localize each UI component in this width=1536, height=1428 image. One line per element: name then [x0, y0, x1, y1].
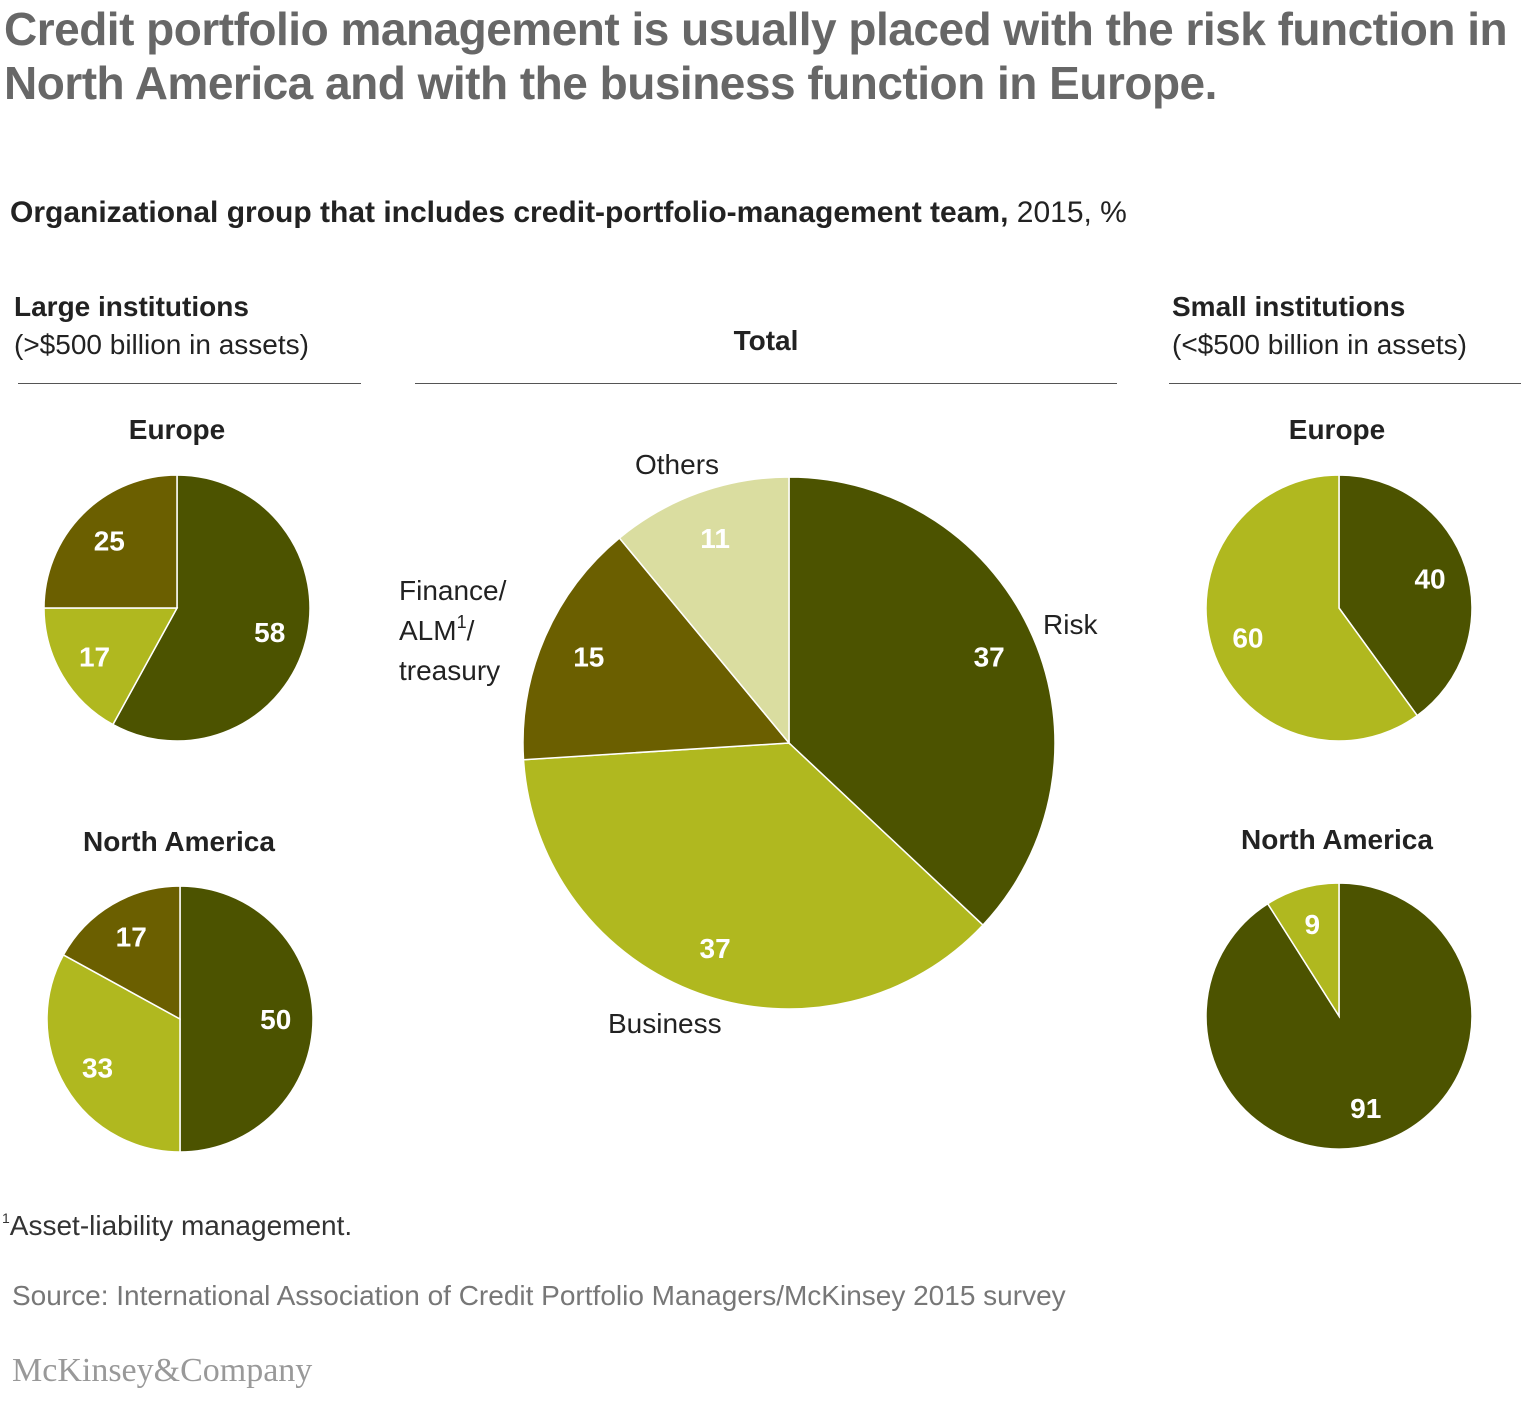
- pie-title-large-europe: Europe: [128, 414, 226, 445]
- data-label: 60: [1232, 623, 1263, 654]
- small-group-header: Small institutions (<$500 billion in ass…: [1172, 288, 1467, 364]
- mckinsey-logo: McKinsey&Company: [12, 1352, 313, 1389]
- label-finance-3: treasury: [399, 655, 500, 686]
- chart-subtitle: Organizational group that includes credi…: [10, 196, 1127, 230]
- data-label: 11: [700, 523, 730, 554]
- pie-0: 37 37 15 11: [522, 476, 1056, 1010]
- pie-slice-business: [46, 953, 181, 1153]
- data-label: 37: [974, 641, 1005, 672]
- subtitle-units: 2015, %: [1008, 196, 1127, 229]
- data-label: 33: [82, 1053, 113, 1084]
- data-label: 15: [573, 641, 604, 672]
- pie-slice-risk: [1338, 474, 1473, 717]
- subtitle-bold: Organizational group that includes credi…: [10, 196, 1009, 229]
- footnote: 1Asset-liability management.: [2, 1210, 352, 1242]
- large-group-header: Large institutions (>$500 billion in ass…: [14, 288, 309, 364]
- large-note: (>$500 billion in assets): [14, 329, 309, 360]
- pie-slice-risk: [788, 476, 1056, 927]
- divider: [18, 383, 361, 384]
- pie-slice-business: [522, 742, 984, 1010]
- chart-title: Credit portfolio management is usually p…: [4, 3, 1508, 109]
- data-label: 17: [116, 922, 147, 953]
- label-finance-1: Finance/: [399, 575, 507, 606]
- pie-title-small-europe: Europe: [1288, 414, 1386, 445]
- pie-slice-business: [1266, 882, 1340, 1019]
- pie-title-large-north-america: North America: [83, 826, 275, 857]
- data-label: 40: [1414, 563, 1445, 594]
- data-label: 91: [1350, 1093, 1381, 1124]
- label-others: Others: [635, 449, 719, 480]
- label-finance-alm: ALM: [399, 615, 457, 646]
- source: Source: International Association of Cre…: [12, 1280, 1066, 1311]
- divider: [415, 383, 1117, 384]
- label-business: Business: [608, 1008, 722, 1039]
- label-finance-sup: 1: [457, 612, 467, 632]
- data-label: 9: [1304, 909, 1320, 940]
- pie-slice-others: [618, 476, 790, 746]
- footnote-mark: 1: [2, 1210, 10, 1226]
- label-risk: Risk: [1043, 609, 1098, 640]
- data-label: 37: [700, 933, 731, 964]
- pie-title-small-north-america: North America: [1241, 824, 1433, 855]
- pie-1: 58 17 25: [43, 474, 311, 742]
- large-heading: Large institutions: [14, 291, 249, 322]
- pie-slice-risk: [111, 474, 311, 742]
- pie-2: 50 33 17: [46, 885, 314, 1153]
- pie-slice-finance: [43, 474, 178, 609]
- pie-slice-business: [1205, 474, 1419, 742]
- data-label: 50: [260, 1004, 291, 1035]
- pie-slice-finance: [522, 536, 791, 761]
- divider: [1169, 383, 1521, 384]
- small-heading: Small institutions: [1172, 291, 1406, 322]
- label-finance-slash: /: [467, 615, 475, 646]
- total-group-header: Total: [415, 322, 1117, 360]
- label-finance-2: ALM1/: [399, 612, 475, 646]
- pie-slice-finance: [62, 885, 181, 1021]
- small-note: (<$500 billion in assets): [1172, 329, 1467, 360]
- data-label: 17: [79, 642, 110, 673]
- data-label: 58: [254, 617, 285, 648]
- pie-3: 40 60: [1205, 474, 1473, 742]
- footnote-text: Asset-liability management.: [9, 1210, 353, 1241]
- total-heading: Total: [733, 325, 799, 356]
- data-label: 25: [94, 525, 125, 556]
- pie-slice-risk: [179, 885, 314, 1153]
- pie-4: 91 9: [1205, 882, 1473, 1150]
- pie-slice-business: [43, 607, 179, 726]
